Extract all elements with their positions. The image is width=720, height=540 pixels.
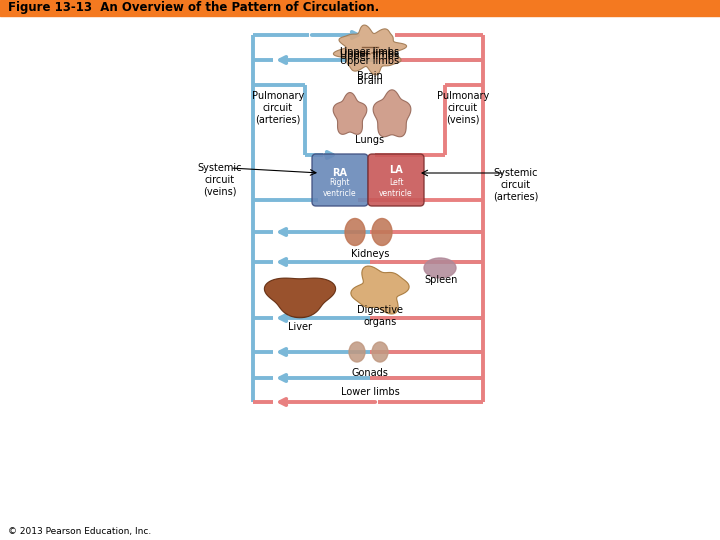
Text: Systemic
circuit
(arteries): Systemic circuit (arteries) bbox=[493, 168, 539, 201]
Ellipse shape bbox=[345, 219, 365, 246]
Text: RA: RA bbox=[333, 168, 348, 178]
Text: Brain: Brain bbox=[357, 76, 383, 86]
Text: Left
ventricle: Left ventricle bbox=[379, 178, 413, 198]
Text: Kidneys: Kidneys bbox=[351, 249, 390, 259]
Text: Pulmonary
circuit
(arteries): Pulmonary circuit (arteries) bbox=[252, 91, 304, 125]
Polygon shape bbox=[264, 278, 336, 318]
Text: Liver: Liver bbox=[288, 322, 312, 332]
Polygon shape bbox=[333, 92, 367, 134]
Text: Upper limbs: Upper limbs bbox=[341, 47, 400, 57]
Text: Systemic
circuit
(veins): Systemic circuit (veins) bbox=[198, 164, 242, 197]
FancyBboxPatch shape bbox=[312, 154, 368, 206]
Ellipse shape bbox=[372, 342, 388, 362]
Polygon shape bbox=[333, 25, 407, 75]
Text: Upper limbs: Upper limbs bbox=[341, 49, 400, 59]
FancyBboxPatch shape bbox=[368, 154, 424, 206]
Text: Lungs: Lungs bbox=[356, 135, 384, 145]
Text: Spleen: Spleen bbox=[424, 275, 458, 285]
Text: Upper limbs: Upper limbs bbox=[341, 51, 400, 61]
Polygon shape bbox=[351, 266, 409, 314]
Text: Gonads: Gonads bbox=[351, 368, 388, 378]
Text: LA: LA bbox=[389, 165, 403, 175]
Text: Figure 13-13  An Overview of the Pattern of Circulation.: Figure 13-13 An Overview of the Pattern … bbox=[8, 2, 379, 15]
Text: Brain: Brain bbox=[357, 71, 383, 81]
Polygon shape bbox=[373, 90, 411, 137]
Text: Right
ventricle: Right ventricle bbox=[323, 178, 357, 198]
Ellipse shape bbox=[349, 342, 365, 362]
Ellipse shape bbox=[424, 258, 456, 278]
Text: Upper limbs: Upper limbs bbox=[341, 56, 400, 66]
Text: Pulmonary
circuit
(veins): Pulmonary circuit (veins) bbox=[437, 91, 489, 125]
Text: © 2013 Pearson Education, Inc.: © 2013 Pearson Education, Inc. bbox=[8, 527, 151, 536]
Text: Lower limbs: Lower limbs bbox=[341, 387, 400, 397]
Bar bbox=[0, 0, 720, 16]
Ellipse shape bbox=[372, 219, 392, 246]
Text: Digestive
organs: Digestive organs bbox=[357, 305, 403, 327]
